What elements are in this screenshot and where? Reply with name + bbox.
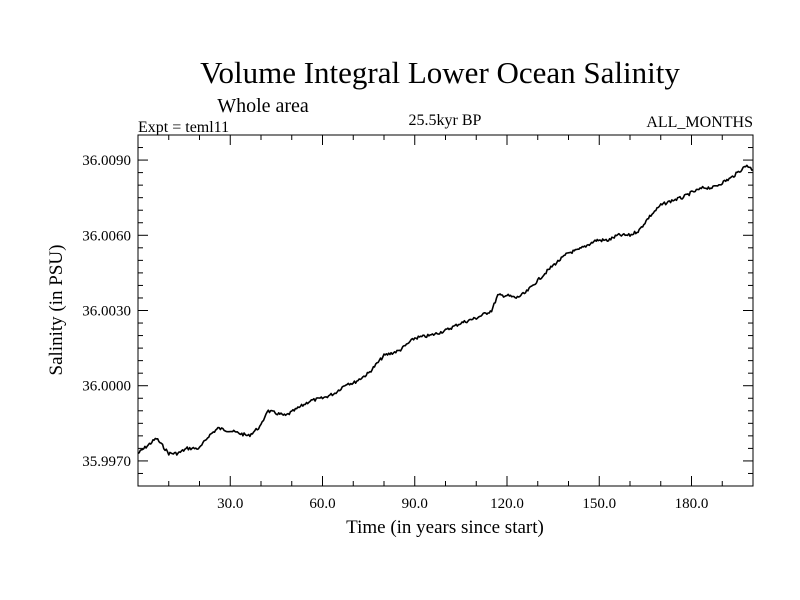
salinity-series-line — [137, 164, 753, 456]
x-axis-label: Time (in years since start) — [346, 517, 544, 538]
y-tick-label: 36.0030 — [82, 304, 131, 320]
x-tick-label: 30.0 — [217, 496, 243, 512]
x-tick-label: 120.0 — [490, 496, 524, 512]
y-tick-label: 36.0000 — [82, 379, 131, 395]
x-tick-label: 60.0 — [309, 496, 335, 512]
x-tick-label: 150.0 — [582, 496, 616, 512]
experiment-label: Expt = teml11 — [138, 119, 229, 136]
x-tick-label: 90.0 — [402, 496, 428, 512]
chart-subtitle: Whole area — [217, 95, 309, 117]
x-axis-ticks: 30.0 60.0 90.0 120.0 150.0 180.0 — [168, 135, 723, 512]
y-axis-label: Salinity (in PSU) — [46, 245, 67, 376]
months-label: ALL_MONTHS — [646, 114, 753, 131]
y-tick-label: 36.0090 — [82, 153, 131, 169]
x-tick-label: 180.0 — [675, 496, 709, 512]
y-axis-ticks: 35.9970 36.0000 36.0030 36.0060 36.0090 — [82, 147, 753, 474]
chart-title: Volume Integral Lower Ocean Salinity — [200, 55, 680, 90]
period-label: 25.5kyr BP — [409, 112, 482, 129]
y-tick-label: 35.9970 — [82, 454, 131, 470]
y-tick-label: 36.0060 — [82, 228, 131, 244]
plot-frame — [137, 134, 754, 487]
